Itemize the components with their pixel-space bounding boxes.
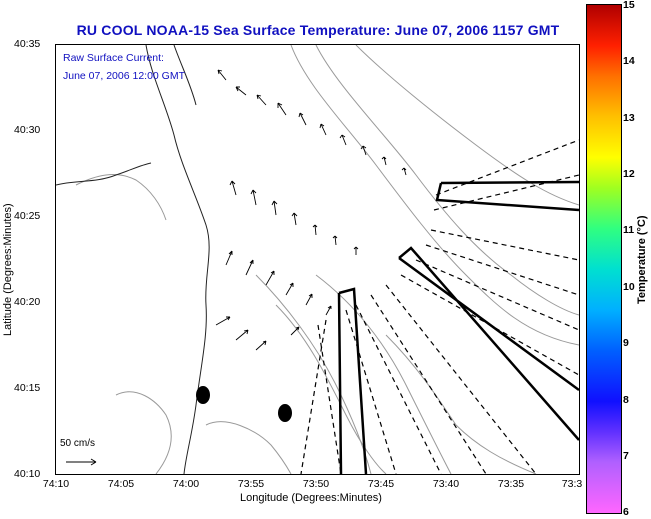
colorbar-tick: 15 [623,0,635,11]
ytick-label: 40:10 [14,468,41,480]
xtick-label: 73:45 [367,478,395,490]
station-marker [196,386,210,404]
temperature-colorbar [586,4,622,514]
map-title: RU COOL NOAA-15 Sea Surface Temperature:… [76,22,560,38]
surface-current-vectors [215,69,407,351]
map-plot-area [55,44,580,475]
y-axis-title: Latitude (Degrees:Minutes) [2,203,14,337]
colorbar-tick: 9 [623,337,629,349]
colorbar-tick: 8 [623,394,629,406]
colorbar-tick: 14 [623,55,635,67]
colorbar-tick: 6 [623,506,629,518]
ytick-label: 40:30 [14,124,41,136]
xtick-label: 74:10 [42,478,70,490]
colorbar-tick: 7 [623,450,629,462]
xtick-label: 74:05 [107,478,135,490]
colorbar-tick: 12 [623,168,635,180]
coastline [56,45,210,474]
station-marker [278,404,292,422]
colorbar-tick: 13 [623,112,635,124]
bathymetry-contours [75,45,579,474]
ytick-label: 40:35 [14,38,41,50]
xtick-label: 73:35 [497,478,525,490]
ytick-label: 40:25 [14,210,41,222]
scale-label: 50 cm/s [60,438,96,449]
x-axis-title: Longitude (Degrees:Minutes) [240,492,382,504]
overlay-current-label: Raw Surface Current: [63,52,164,64]
xtick-label: 73:3 [561,478,583,490]
radar-beams [337,180,579,474]
colorbar-tick: 10 [623,281,635,293]
scale-arrow [66,458,97,466]
xtick-label: 73:40 [432,478,460,490]
xtick-label: 74:00 [172,478,200,490]
ytick-label: 40:20 [14,296,41,308]
map-canvas [56,45,579,474]
colorbar-title: Temperature (°C) [636,215,648,305]
overlay-current-date: June 07, 2006 12:00 GMT [63,70,185,82]
xtick-label: 73:50 [302,478,330,490]
xtick-label: 73:55 [237,478,265,490]
ytick-label: 40:15 [14,382,41,394]
colorbar-tick: 11 [623,224,635,236]
